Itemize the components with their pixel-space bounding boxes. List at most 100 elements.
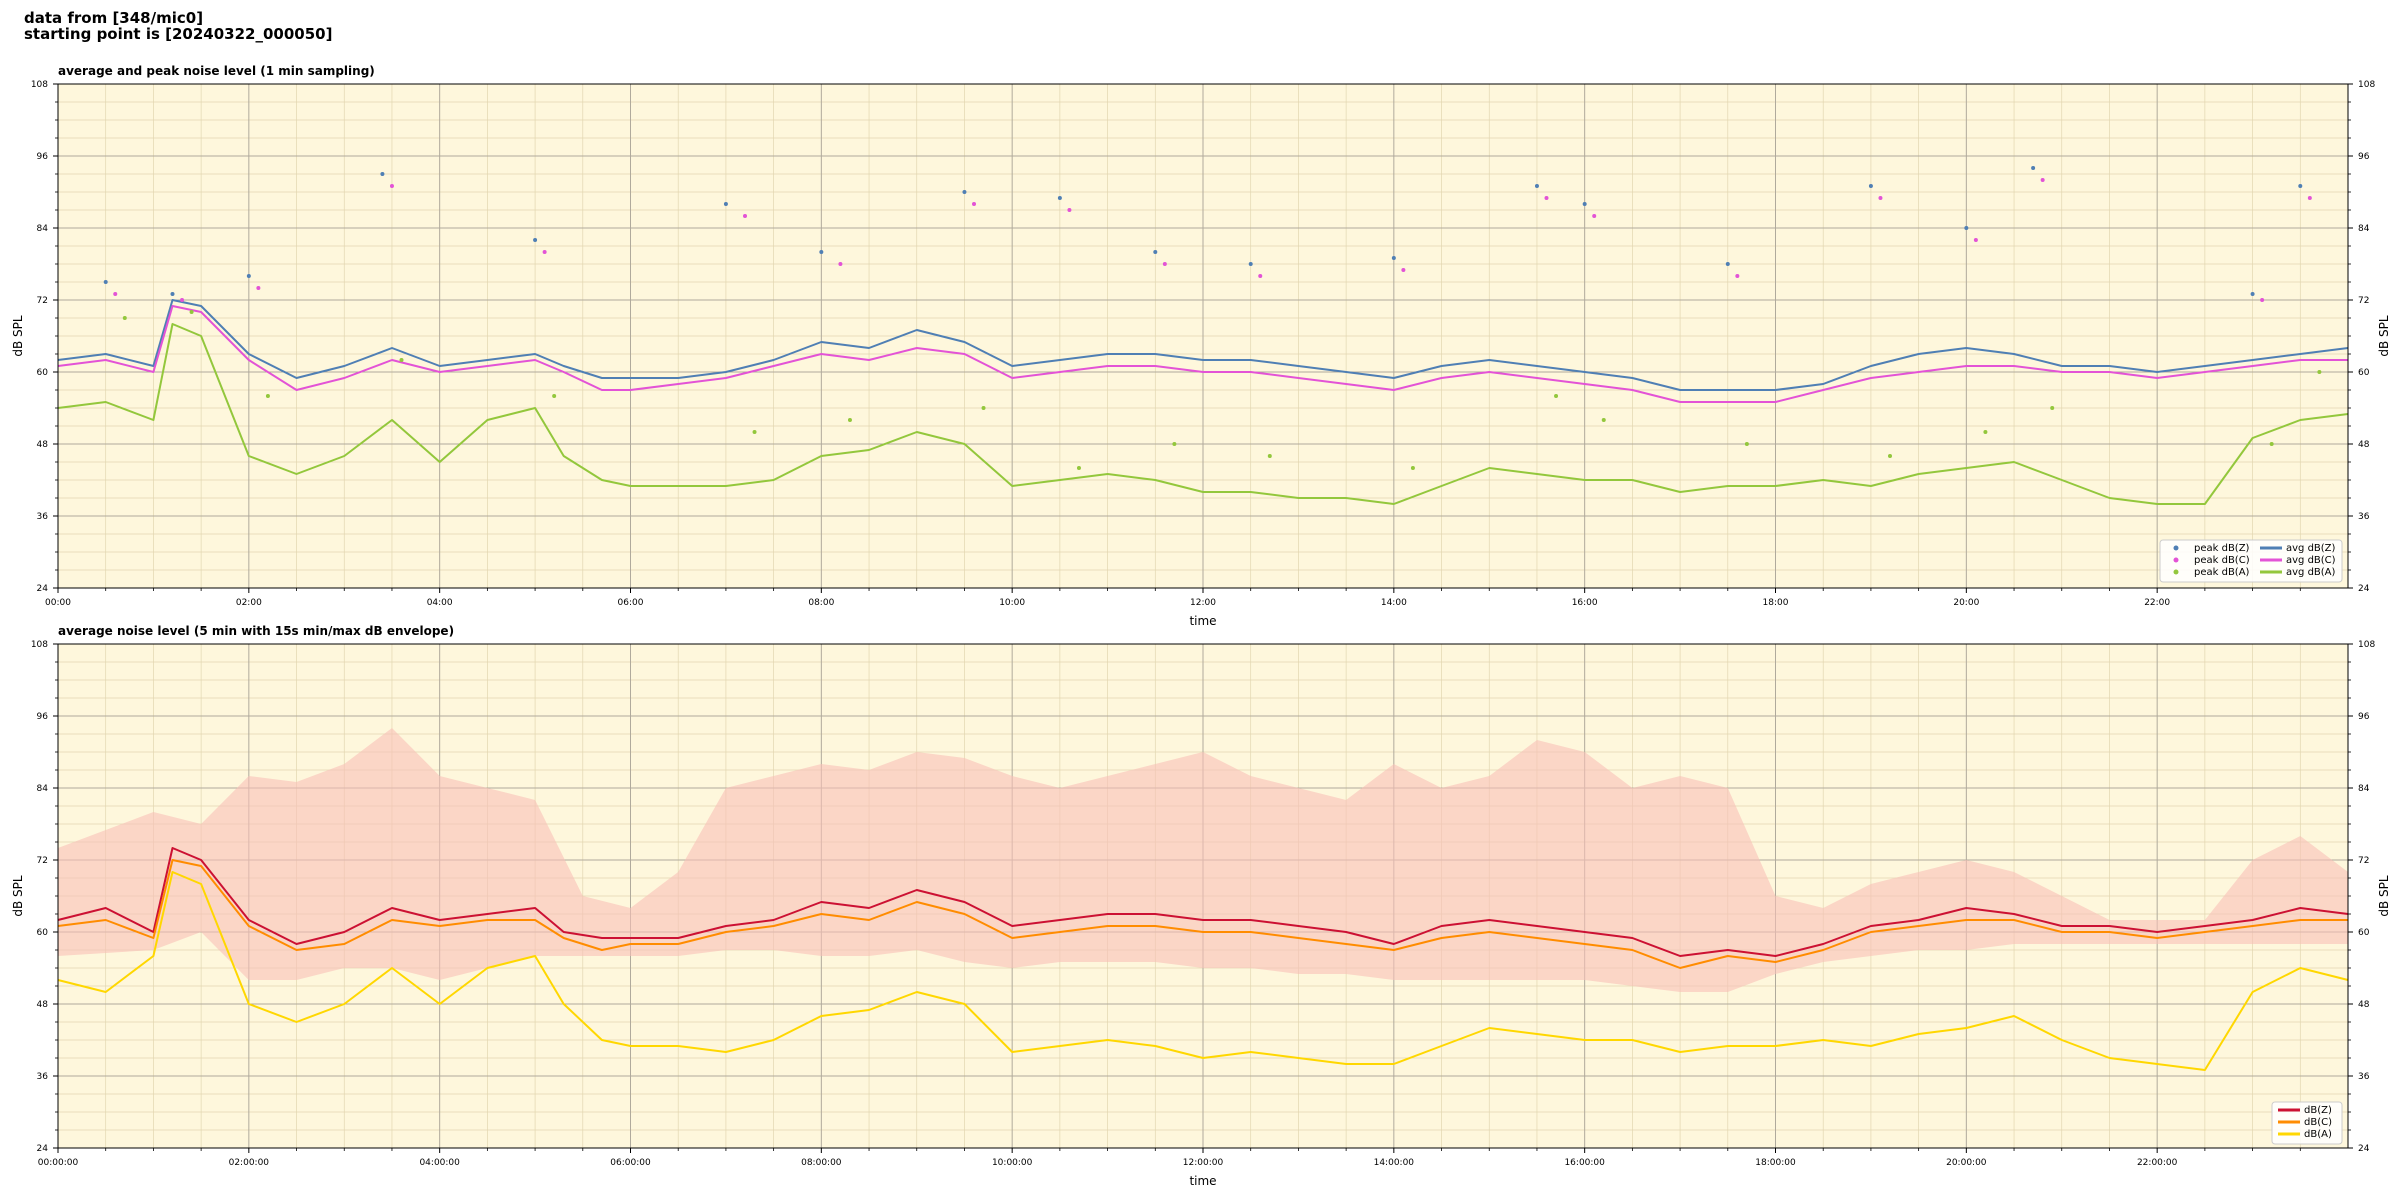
peak-point	[552, 394, 557, 398]
peak-point	[1868, 184, 1873, 188]
peak-point	[1888, 454, 1892, 458]
x-tick-label: 16:00:00	[1564, 1158, 1605, 1168]
x-tick-label: 22:00	[2144, 598, 2170, 608]
peak-point	[2269, 442, 2274, 446]
x-tick-label: 18:00:00	[1755, 1158, 1796, 1168]
legend-label: peak dB(A)	[2194, 567, 2250, 578]
y-tick-label: 24	[37, 584, 49, 594]
x-tick-label: 06:00	[618, 598, 644, 608]
y-axis-label: dB SPL	[11, 875, 25, 917]
plot-title: average noise level (5 min with 15s min/…	[58, 624, 454, 638]
peak-point	[1878, 196, 1883, 200]
peak-point	[2250, 292, 2255, 296]
y-tick-label: 84	[37, 224, 49, 234]
peak-point	[1391, 256, 1396, 260]
y-tick-label: 36	[37, 512, 49, 522]
peak-point	[847, 418, 852, 422]
x-tick-label: 20:00	[1953, 598, 1979, 608]
header: data from [348/mic0] starting point is [2…	[24, 10, 332, 42]
peak-point	[743, 214, 747, 218]
peak-point	[2040, 178, 2045, 182]
peak-point	[1725, 262, 1730, 266]
peak-point	[2050, 406, 2055, 410]
header-start: starting point is [20240322_000050]	[24, 25, 333, 43]
y-tick-label: 48	[37, 1000, 49, 1010]
x-tick-label: 20:00:00	[1946, 1158, 1987, 1168]
peak-point	[380, 172, 385, 176]
peak-point	[246, 274, 251, 278]
peak-point	[542, 250, 547, 254]
x-tick-label: 00:00:00	[38, 1158, 79, 1168]
peak-point	[122, 316, 127, 320]
y-tick-label: 72	[37, 856, 48, 866]
peak-point	[1964, 226, 1969, 230]
series-line	[57, 305, 2348, 403]
legend-label: dB(A)	[2304, 1129, 2332, 1140]
peak-point	[533, 238, 538, 242]
y-tick-label: 84	[37, 784, 49, 794]
top-chart: 24 24 36 36 48 48 60 60 72 72 84 84 96 96 108 108 00:00 0…	[11, 64, 2391, 628]
y-tick-label: 108	[31, 640, 48, 650]
x-tick-label: 12:00:00	[1183, 1158, 1224, 1168]
x-tick-label: 10:00:00	[992, 1158, 1033, 1168]
y-tick-label: 72	[37, 296, 48, 306]
legend-label: dB(Z)	[2304, 1105, 2332, 1116]
series-line	[57, 859, 2348, 969]
y-axis-label: dB SPL	[11, 315, 25, 357]
x-tick-label: 10:00	[999, 598, 1025, 608]
legend-label: avg dB(C)	[2286, 555, 2336, 566]
series-line	[57, 871, 2349, 1071]
series-line	[57, 323, 2349, 505]
peak-point	[170, 292, 175, 296]
legend-marker	[2173, 569, 2179, 575]
peak-point	[256, 286, 261, 290]
legend-label: avg dB(A)	[2286, 567, 2336, 578]
x-tick-label: 04:00:00	[419, 1158, 460, 1168]
x-tick-label: 22:00:00	[2137, 1158, 2178, 1168]
peak-point	[752, 430, 757, 434]
peak-point	[189, 310, 194, 314]
legend-label: peak dB(Z)	[2194, 543, 2250, 554]
peak-point	[1983, 430, 1988, 434]
y-tick-label-right: 96	[2358, 712, 2370, 722]
y-tick-label: 36	[37, 1072, 49, 1082]
peak-point	[1973, 238, 1978, 242]
y-tick-label: 60	[37, 928, 49, 938]
x-tick-label: 02:00	[236, 598, 262, 608]
x-axis-label: time	[1189, 1174, 1216, 1188]
y-tick-label-right: 24	[2358, 1144, 2370, 1154]
y-tick-label-right: 108	[2358, 640, 2375, 650]
y-tick-label: 48	[37, 440, 49, 450]
header-source: data from [348/mic0]	[24, 9, 204, 27]
peak-point	[1401, 268, 1406, 272]
peak-point	[819, 250, 824, 254]
x-tick-label: 14:00	[1381, 598, 1407, 608]
peak-point	[2307, 196, 2312, 200]
legend-label: dB(C)	[2304, 1117, 2332, 1128]
y-tick-label-right: 24	[2358, 584, 2370, 594]
peak-point	[1076, 466, 1081, 470]
peak-point	[389, 184, 394, 188]
legend-label: peak dB(C)	[2194, 555, 2250, 566]
peak-point	[1162, 262, 1167, 266]
peak-point	[1534, 184, 1539, 188]
x-tick-label: 16:00	[1572, 598, 1598, 608]
peak-point	[1554, 394, 1559, 398]
peak-point	[1172, 442, 1177, 446]
peak-point	[2298, 184, 2303, 188]
peak-point	[103, 280, 108, 284]
y-tick-label-right: 36	[2358, 512, 2370, 522]
x-tick-label: 08:00:00	[801, 1158, 842, 1168]
plot-title: average and peak noise level (1 min samp…	[58, 64, 375, 78]
peak-point	[981, 406, 986, 410]
y-tick-label-right: 84	[2358, 784, 2370, 794]
y-tick-label: 108	[31, 80, 48, 90]
y-tick-label-right: 60	[2358, 928, 2370, 938]
peak-point	[962, 190, 967, 194]
x-tick-label: 08:00	[808, 598, 834, 608]
y-tick-label-right: 72	[2358, 856, 2369, 866]
y-axis-label-right: dB SPL	[2377, 315, 2391, 357]
peak-point	[1153, 250, 1158, 254]
peak-point	[1248, 262, 1253, 266]
peak-point	[2031, 166, 2036, 170]
